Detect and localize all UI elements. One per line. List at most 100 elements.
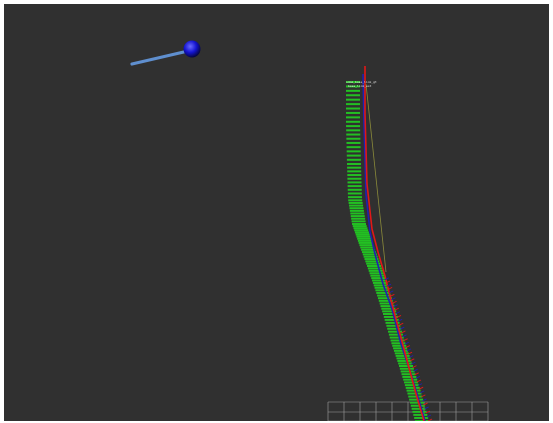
pose-arrow (346, 94, 360, 97)
marker-arrow[interactable] (130, 49, 190, 66)
path-marker (421, 394, 426, 398)
pose-arrow (346, 146, 361, 149)
pose-arrow (401, 373, 416, 376)
path-marker (390, 293, 395, 297)
path-marker (391, 297, 396, 301)
marker-sphere-handle[interactable] (183, 40, 201, 58)
pose-arrow (346, 111, 360, 114)
path-marker (413, 368, 418, 372)
pose-arrow (350, 215, 365, 218)
pose-arrow (346, 107, 360, 110)
pose-arrow (413, 413, 428, 416)
pose-arrow (393, 349, 408, 352)
frame-label-est: base_link_est (348, 84, 372, 88)
pose-arrow (398, 362, 413, 365)
pose-arrow (377, 297, 392, 300)
pose-arrow (367, 265, 381, 267)
path-marker (425, 410, 430, 414)
pose-arrow (351, 217, 366, 220)
pose-arrow (383, 315, 398, 318)
path-marker (396, 315, 402, 318)
pose-array (346, 81, 429, 421)
pose-arrow (369, 272, 384, 275)
path-marker (386, 283, 392, 287)
pose-arrow (347, 170, 362, 173)
pose-arrow (382, 310, 397, 313)
pose-arrow (386, 324, 401, 327)
pose-arrow (393, 347, 408, 350)
pose-arrow (346, 120, 360, 123)
path-marker (422, 398, 427, 402)
pose-arrow (349, 204, 364, 207)
planned-path (364, 66, 425, 421)
pose-arrow (404, 381, 419, 384)
pose-arrow (355, 233, 370, 236)
path-marker (395, 311, 401, 315)
path-marker (427, 418, 433, 421)
pose-arrow (347, 181, 362, 184)
path-marker (412, 365, 417, 369)
pose-arrow (374, 286, 389, 289)
pose-arrow (409, 401, 424, 404)
pose-arrow (347, 188, 362, 191)
3d-viewport[interactable]: odom_base_link_gt base_link_est (4, 4, 549, 421)
path-marker (415, 375, 421, 379)
pose-arrow (352, 225, 367, 228)
path-marker (411, 361, 416, 365)
pose-arrow (367, 267, 382, 270)
pose-arrow (346, 158, 361, 161)
pose-arrow (368, 269, 383, 272)
path-marker (424, 406, 429, 410)
pose-arrow (411, 407, 426, 410)
pose-arrow (394, 352, 409, 355)
pose-arrow (356, 235, 371, 238)
pose-arrow (347, 166, 362, 169)
pose-arrow (346, 98, 360, 101)
pose-arrow (346, 154, 361, 157)
path-marker (406, 348, 412, 352)
interactive-marker[interactable] (130, 40, 201, 66)
pose-arrow (378, 299, 393, 302)
pose-arrow (373, 284, 388, 287)
pose-arrow (406, 389, 421, 392)
pose-arrow (399, 365, 413, 367)
pose-arrow (414, 416, 429, 419)
pose-arrow (357, 237, 372, 240)
path-markers (384, 277, 433, 421)
pose-arrow (402, 375, 417, 378)
pose-arrow (346, 85, 360, 88)
path-marker (420, 390, 425, 394)
pose-arrow (365, 260, 380, 263)
pose-arrow (396, 357, 411, 360)
path-marker (393, 304, 398, 308)
pose-arrow (371, 277, 386, 280)
pose-arrow (410, 404, 425, 407)
pose-arrow (372, 279, 387, 282)
scene-canvas[interactable]: odom_base_link_gt base_link_est (4, 4, 549, 421)
path-marker (410, 358, 415, 362)
pose-arrow (346, 150, 361, 153)
pose-arrow (407, 392, 422, 395)
pose-arrow (412, 410, 427, 413)
pose-arrow (349, 207, 364, 210)
pose-arrow (363, 255, 378, 258)
pose-arrow (366, 262, 381, 265)
pose-arrow (392, 344, 407, 347)
guide-line (365, 83, 387, 273)
path-marker (392, 300, 397, 304)
pose-arrow (384, 318, 399, 321)
path-marker (400, 326, 405, 330)
pose-arrow (348, 201, 363, 204)
pose-arrow (408, 395, 423, 398)
pose-arrow (346, 129, 361, 132)
path-marker (397, 318, 403, 322)
pose-arrow (346, 81, 360, 83)
pose-arrow (399, 367, 414, 370)
pose-arrow (397, 359, 412, 362)
pose-arrow (375, 289, 390, 292)
pose-arrow (348, 199, 363, 202)
path-marker (423, 402, 428, 406)
pose-arrow (346, 141, 361, 144)
pose-arrow (354, 231, 369, 234)
path-marker (408, 355, 414, 358)
